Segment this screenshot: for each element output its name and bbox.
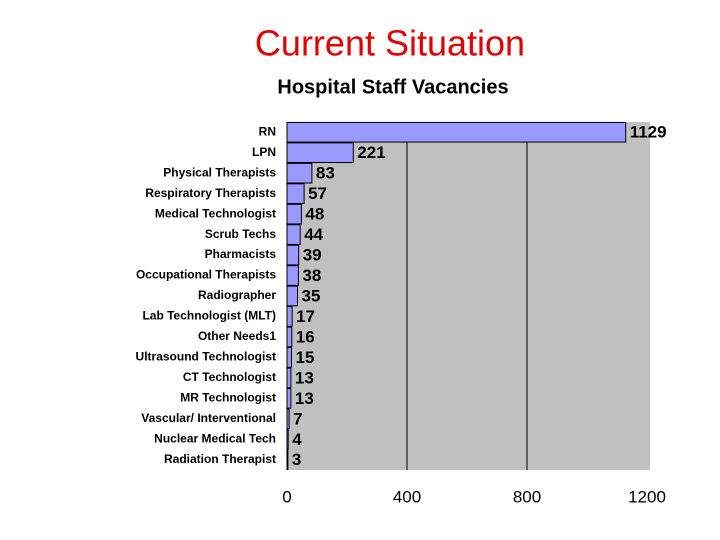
x-tick-label: 1200 <box>628 487 666 506</box>
value-label: 13 <box>295 368 314 387</box>
chart-subtitle: Hospital Staff Vacancies <box>277 76 508 98</box>
value-label: 221 <box>357 143 385 162</box>
value-label: 83 <box>316 164 335 183</box>
x-tick-label: 400 <box>393 487 421 506</box>
value-label: 16 <box>296 327 315 346</box>
x-tick-label: 0 <box>282 487 291 506</box>
value-label: 39 <box>303 246 322 265</box>
bar <box>286 203 302 225</box>
y-tick-label: Ultrasound Technologist <box>136 350 276 364</box>
bar <box>286 183 305 204</box>
y-tick-label: Scrub Techs <box>205 227 276 241</box>
x-tick-label: 800 <box>513 487 541 506</box>
value-label: 17 <box>296 307 315 326</box>
y-tick-label: Respiratory Therapists <box>145 186 276 200</box>
value-label: 57 <box>308 184 327 203</box>
bar <box>286 388 292 409</box>
y-tick-label: Medical Technologist <box>155 206 276 220</box>
value-label: 1129 <box>630 123 667 142</box>
bar <box>286 326 293 348</box>
chart-title: Current Situation <box>255 23 525 64</box>
bar <box>286 121 627 143</box>
value-label: 48 <box>305 205 324 224</box>
value-label: 3 <box>292 450 301 469</box>
y-tick-label: Occupational Therapists <box>136 268 276 282</box>
y-tick-label: Lab Technologist (MLT) <box>142 309 276 323</box>
value-label: 13 <box>295 389 314 408</box>
y-tick-label: Radiographer <box>198 288 276 302</box>
y-tick-label: MR Technologist <box>180 391 276 405</box>
bar <box>286 285 298 307</box>
bar <box>286 142 354 164</box>
y-tick-label: Physical Therapists <box>163 165 276 179</box>
value-label: 7 <box>293 409 302 428</box>
value-label: 4 <box>292 430 302 449</box>
y-tick-label: Pharmacists <box>205 247 277 261</box>
value-label: 15 <box>296 348 315 367</box>
y-tick-label: Radiation Therapist <box>164 452 276 466</box>
y-tick-label: Other Needs1 <box>198 329 276 343</box>
bar <box>286 306 293 327</box>
bar <box>286 244 300 266</box>
y-tick-label: Vascular/ Interventional <box>141 411 276 425</box>
bar <box>286 265 299 286</box>
bar <box>286 224 301 245</box>
y-tick-label: LPN <box>252 145 276 159</box>
y-tick-label: Nuclear Medical Tech <box>154 431 276 445</box>
bar <box>286 367 292 389</box>
value-label: 38 <box>302 266 321 285</box>
plot-area <box>287 122 650 470</box>
value-label: 44 <box>304 225 323 244</box>
value-label: 35 <box>302 286 321 305</box>
bar <box>286 347 292 368</box>
bar <box>286 162 313 184</box>
y-tick-label: RN <box>259 124 276 138</box>
y-tick-label: CT Technologist <box>183 370 276 384</box>
